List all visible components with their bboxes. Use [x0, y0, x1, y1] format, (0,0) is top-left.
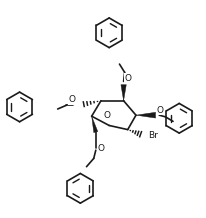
Text: O: O: [124, 74, 131, 83]
Polygon shape: [121, 85, 126, 101]
Text: Br: Br: [148, 131, 158, 140]
Polygon shape: [136, 112, 156, 118]
Text: O: O: [103, 111, 110, 120]
Polygon shape: [92, 116, 98, 133]
Text: O: O: [69, 95, 76, 104]
Text: O: O: [157, 106, 164, 115]
Text: O: O: [97, 144, 104, 153]
